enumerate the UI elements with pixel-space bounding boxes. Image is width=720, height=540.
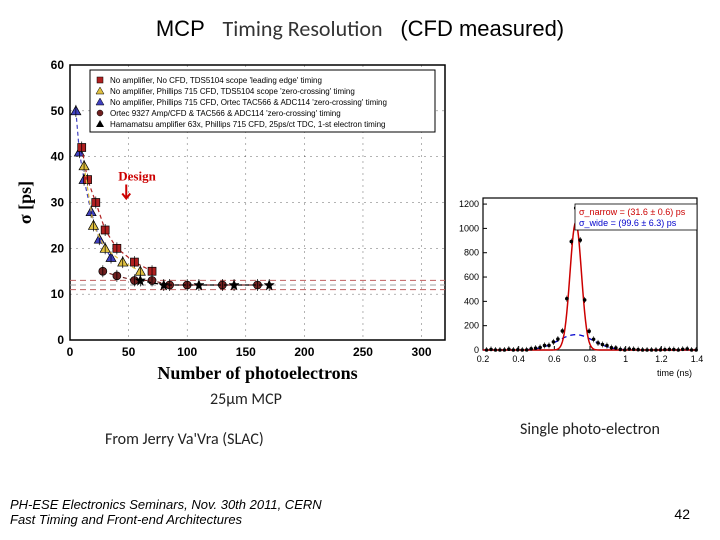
svg-text:800: 800	[464, 248, 479, 258]
page-number: 42	[674, 506, 690, 522]
svg-text:20: 20	[51, 241, 65, 255]
svg-text:60: 60	[51, 58, 65, 72]
slide-title: MCP Timing Resolution (CFD measured)	[0, 15, 720, 42]
main-resolution-chart: 0 50 100 150 200 250 300 0 10 20 30 40 50 60 Design No …	[15, 55, 455, 385]
svg-text:150: 150	[236, 345, 256, 359]
footer-line1: PH-ESE Electronics Seminars, Nov. 30th 2…	[10, 497, 322, 513]
title-right: (CFD measured)	[400, 16, 564, 41]
svg-text:0: 0	[67, 345, 74, 359]
svg-text:0.6: 0.6	[548, 354, 561, 364]
svg-text:0.2: 0.2	[477, 354, 490, 364]
svg-text:No amplifier, No CFD, TDS5104: No amplifier, No CFD, TDS5104 scope 'lea…	[110, 76, 322, 85]
svg-text:200: 200	[464, 321, 479, 331]
svg-text:Number of photoelectrons: Number of photoelectrons	[157, 363, 357, 383]
main-chart-subcaption: 25μm MCP	[210, 390, 282, 409]
title-mid: Timing Resolution	[223, 15, 383, 42]
svg-text:100: 100	[177, 345, 197, 359]
svg-text:0: 0	[57, 333, 64, 347]
svg-text:0.4: 0.4	[512, 354, 525, 364]
svg-text:200: 200	[294, 345, 314, 359]
inset-chart-subcaption: Single photo-electron	[520, 420, 660, 439]
svg-text:50: 50	[122, 345, 136, 359]
title-left: MCP	[156, 16, 205, 41]
svg-text:40: 40	[51, 150, 65, 164]
svg-text:50: 50	[51, 104, 65, 118]
svg-text:10: 10	[51, 287, 65, 301]
svg-text:600: 600	[464, 272, 479, 282]
svg-text:time (ns): time (ns)	[657, 368, 692, 378]
svg-text:Ortec 9327 Amp/CFD & TAC566 &: Ortec 9327 Amp/CFD & TAC566 & ADC114 'ze…	[110, 109, 341, 118]
footer-text: PH-ESE Electronics Seminars, Nov. 30th 2…	[10, 497, 322, 528]
svg-text:300: 300	[412, 345, 432, 359]
svg-text:400: 400	[464, 296, 479, 306]
svg-text:Design: Design	[118, 169, 156, 184]
svg-text:1200: 1200	[459, 199, 479, 209]
svg-text:1: 1	[623, 354, 628, 364]
svg-text:1.2: 1.2	[655, 354, 668, 364]
svg-text:σ_wide = (99.6 ± 6.3) ps: σ_wide = (99.6 ± 6.3) ps	[579, 218, 677, 228]
svg-text:0: 0	[474, 345, 479, 355]
inset-photoelectron-chart: 0.2 0.4 0.6 0.8 1 1.2 1.4 0 200 400 600 800 1000 1200…	[445, 190, 705, 380]
svg-text:250: 250	[353, 345, 373, 359]
svg-text:No amplifier, Phillips 715 CFD: No amplifier, Phillips 715 CFD, Ortec TA…	[110, 98, 387, 107]
svg-text:Hamamatsu amplifier 63x, Phill: Hamamatsu amplifier 63x, Phillips 715 CF…	[110, 120, 386, 129]
svg-text:30: 30	[51, 196, 65, 210]
attribution-text: From Jerry Va'Vra (SLAC)	[105, 430, 264, 449]
svg-text:0.8: 0.8	[584, 354, 597, 364]
svg-text:σ_narrow = (31.6 ± 0.6) ps: σ_narrow = (31.6 ± 0.6) ps	[579, 207, 686, 217]
svg-text:1.4: 1.4	[691, 354, 704, 364]
svg-text:1000: 1000	[459, 223, 479, 233]
svg-text:σ [ps]: σ [ps]	[15, 181, 35, 224]
footer-line2: Fast Timing and Front-end Architectures	[10, 512, 322, 528]
svg-text:No amplifier, Phillips 715 CFD: No amplifier, Phillips 715 CFD, TDS5104 …	[110, 87, 355, 96]
